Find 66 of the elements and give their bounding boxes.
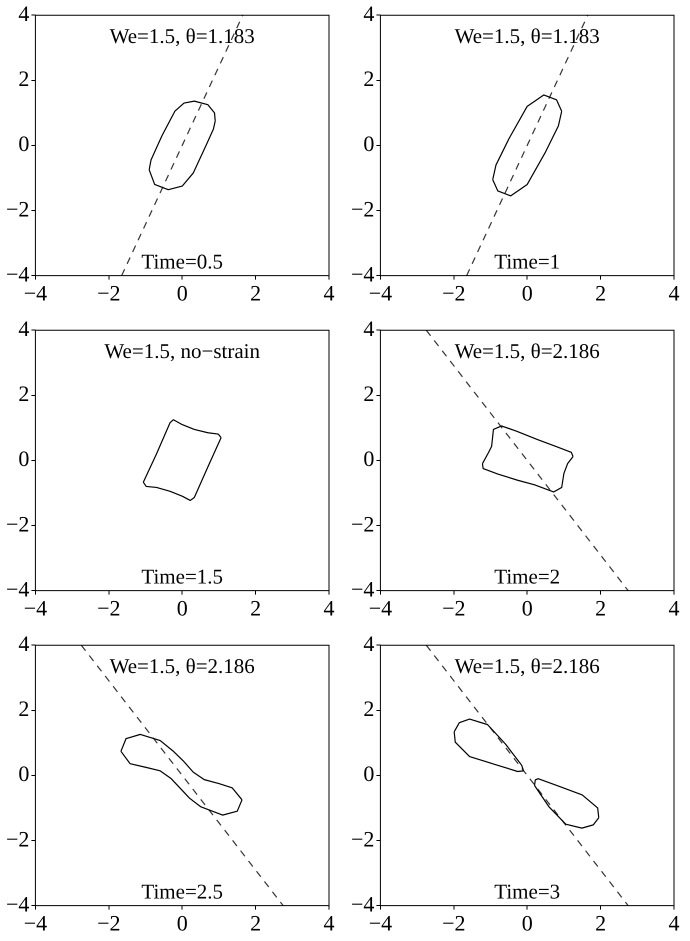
y-tick-label: 2 [18, 381, 30, 406]
x-tick-label: 2 [595, 910, 606, 936]
y-tick-label: −2 [350, 196, 374, 222]
y-tick-label: 0 [363, 446, 374, 472]
annotation: We=1.5, θ=1.183 [110, 24, 255, 48]
annotation: We=1.5, no−strain [104, 339, 260, 364]
x-tick-label: 2 [250, 280, 262, 306]
y-tick-label: 2 [18, 696, 30, 722]
x-tick-label: 0 [522, 910, 533, 936]
x-tick-label: 4 [324, 910, 334, 936]
x-tick-label: −2 [97, 280, 121, 306]
x-tick-label: −2 [442, 910, 466, 936]
y-tick-label: 4 [363, 0, 374, 26]
annotation: We=1.5, θ=2.186 [454, 339, 600, 364]
y-tick-label: 4 [18, 0, 30, 26]
x-tick-label: −2 [442, 280, 466, 306]
x-tick-label: 2 [250, 910, 262, 936]
x-tick-label: 4 [668, 910, 680, 936]
y-tick-label: 0 [18, 446, 30, 472]
x-tick-label: −2 [442, 596, 466, 621]
y-tick-label: −4 [6, 261, 30, 286]
y-tick-label: −4 [350, 576, 374, 602]
x-tick-label: 0 [176, 280, 188, 306]
x-tick-label: −2 [97, 596, 121, 621]
y-tick-label: 0 [18, 131, 30, 156]
y-tick-label: 2 [363, 66, 374, 92]
annotation: Time=2.5 [141, 880, 224, 904]
y-tick-label: 0 [363, 131, 374, 156]
y-tick-label: −2 [350, 511, 374, 536]
annotation: We=1.5, θ=2.186 [454, 654, 600, 678]
y-tick-label: −4 [350, 261, 374, 286]
x-tick-label: 2 [595, 280, 606, 306]
annotation: Time=3 [494, 880, 560, 904]
annotation: Time=2 [494, 564, 560, 589]
annotation: Time=0.5 [141, 250, 224, 274]
y-tick-label: −2 [6, 196, 30, 222]
y-tick-label: 0 [363, 761, 374, 786]
x-tick-label: 4 [324, 596, 334, 621]
y-tick-label: −2 [6, 826, 30, 852]
y-tick-label: 4 [18, 630, 30, 656]
annotation: We=1.5, θ=1.183 [454, 24, 600, 48]
y-tick-label: −2 [6, 511, 30, 536]
y-tick-label: −4 [6, 891, 30, 916]
x-tick-label: 0 [522, 596, 533, 621]
annotation: Time=1 [494, 250, 560, 274]
y-tick-label: 2 [363, 696, 374, 722]
x-tick-label: 0 [176, 910, 188, 936]
annotation: Time=1.5 [141, 564, 224, 589]
y-tick-label: 4 [18, 316, 30, 341]
x-tick-label: 4 [668, 596, 680, 621]
y-tick-label: 2 [363, 381, 374, 406]
y-tick-label: 2 [18, 66, 30, 92]
y-tick-label: −4 [350, 891, 374, 916]
x-tick-label: 2 [250, 596, 262, 621]
x-tick-label: 0 [522, 280, 533, 306]
x-tick-label: 0 [176, 596, 188, 621]
annotation: We=1.5, θ=2.186 [110, 654, 255, 678]
y-tick-label: −4 [6, 576, 30, 602]
x-tick-label: 2 [595, 596, 606, 621]
y-tick-label: 4 [363, 630, 374, 656]
y-tick-label: −2 [350, 826, 374, 852]
x-tick-label: −2 [97, 910, 121, 936]
x-tick-label: 4 [324, 280, 334, 306]
y-tick-label: 0 [18, 761, 30, 786]
y-tick-label: 4 [363, 316, 374, 341]
x-tick-label: 4 [668, 280, 680, 306]
